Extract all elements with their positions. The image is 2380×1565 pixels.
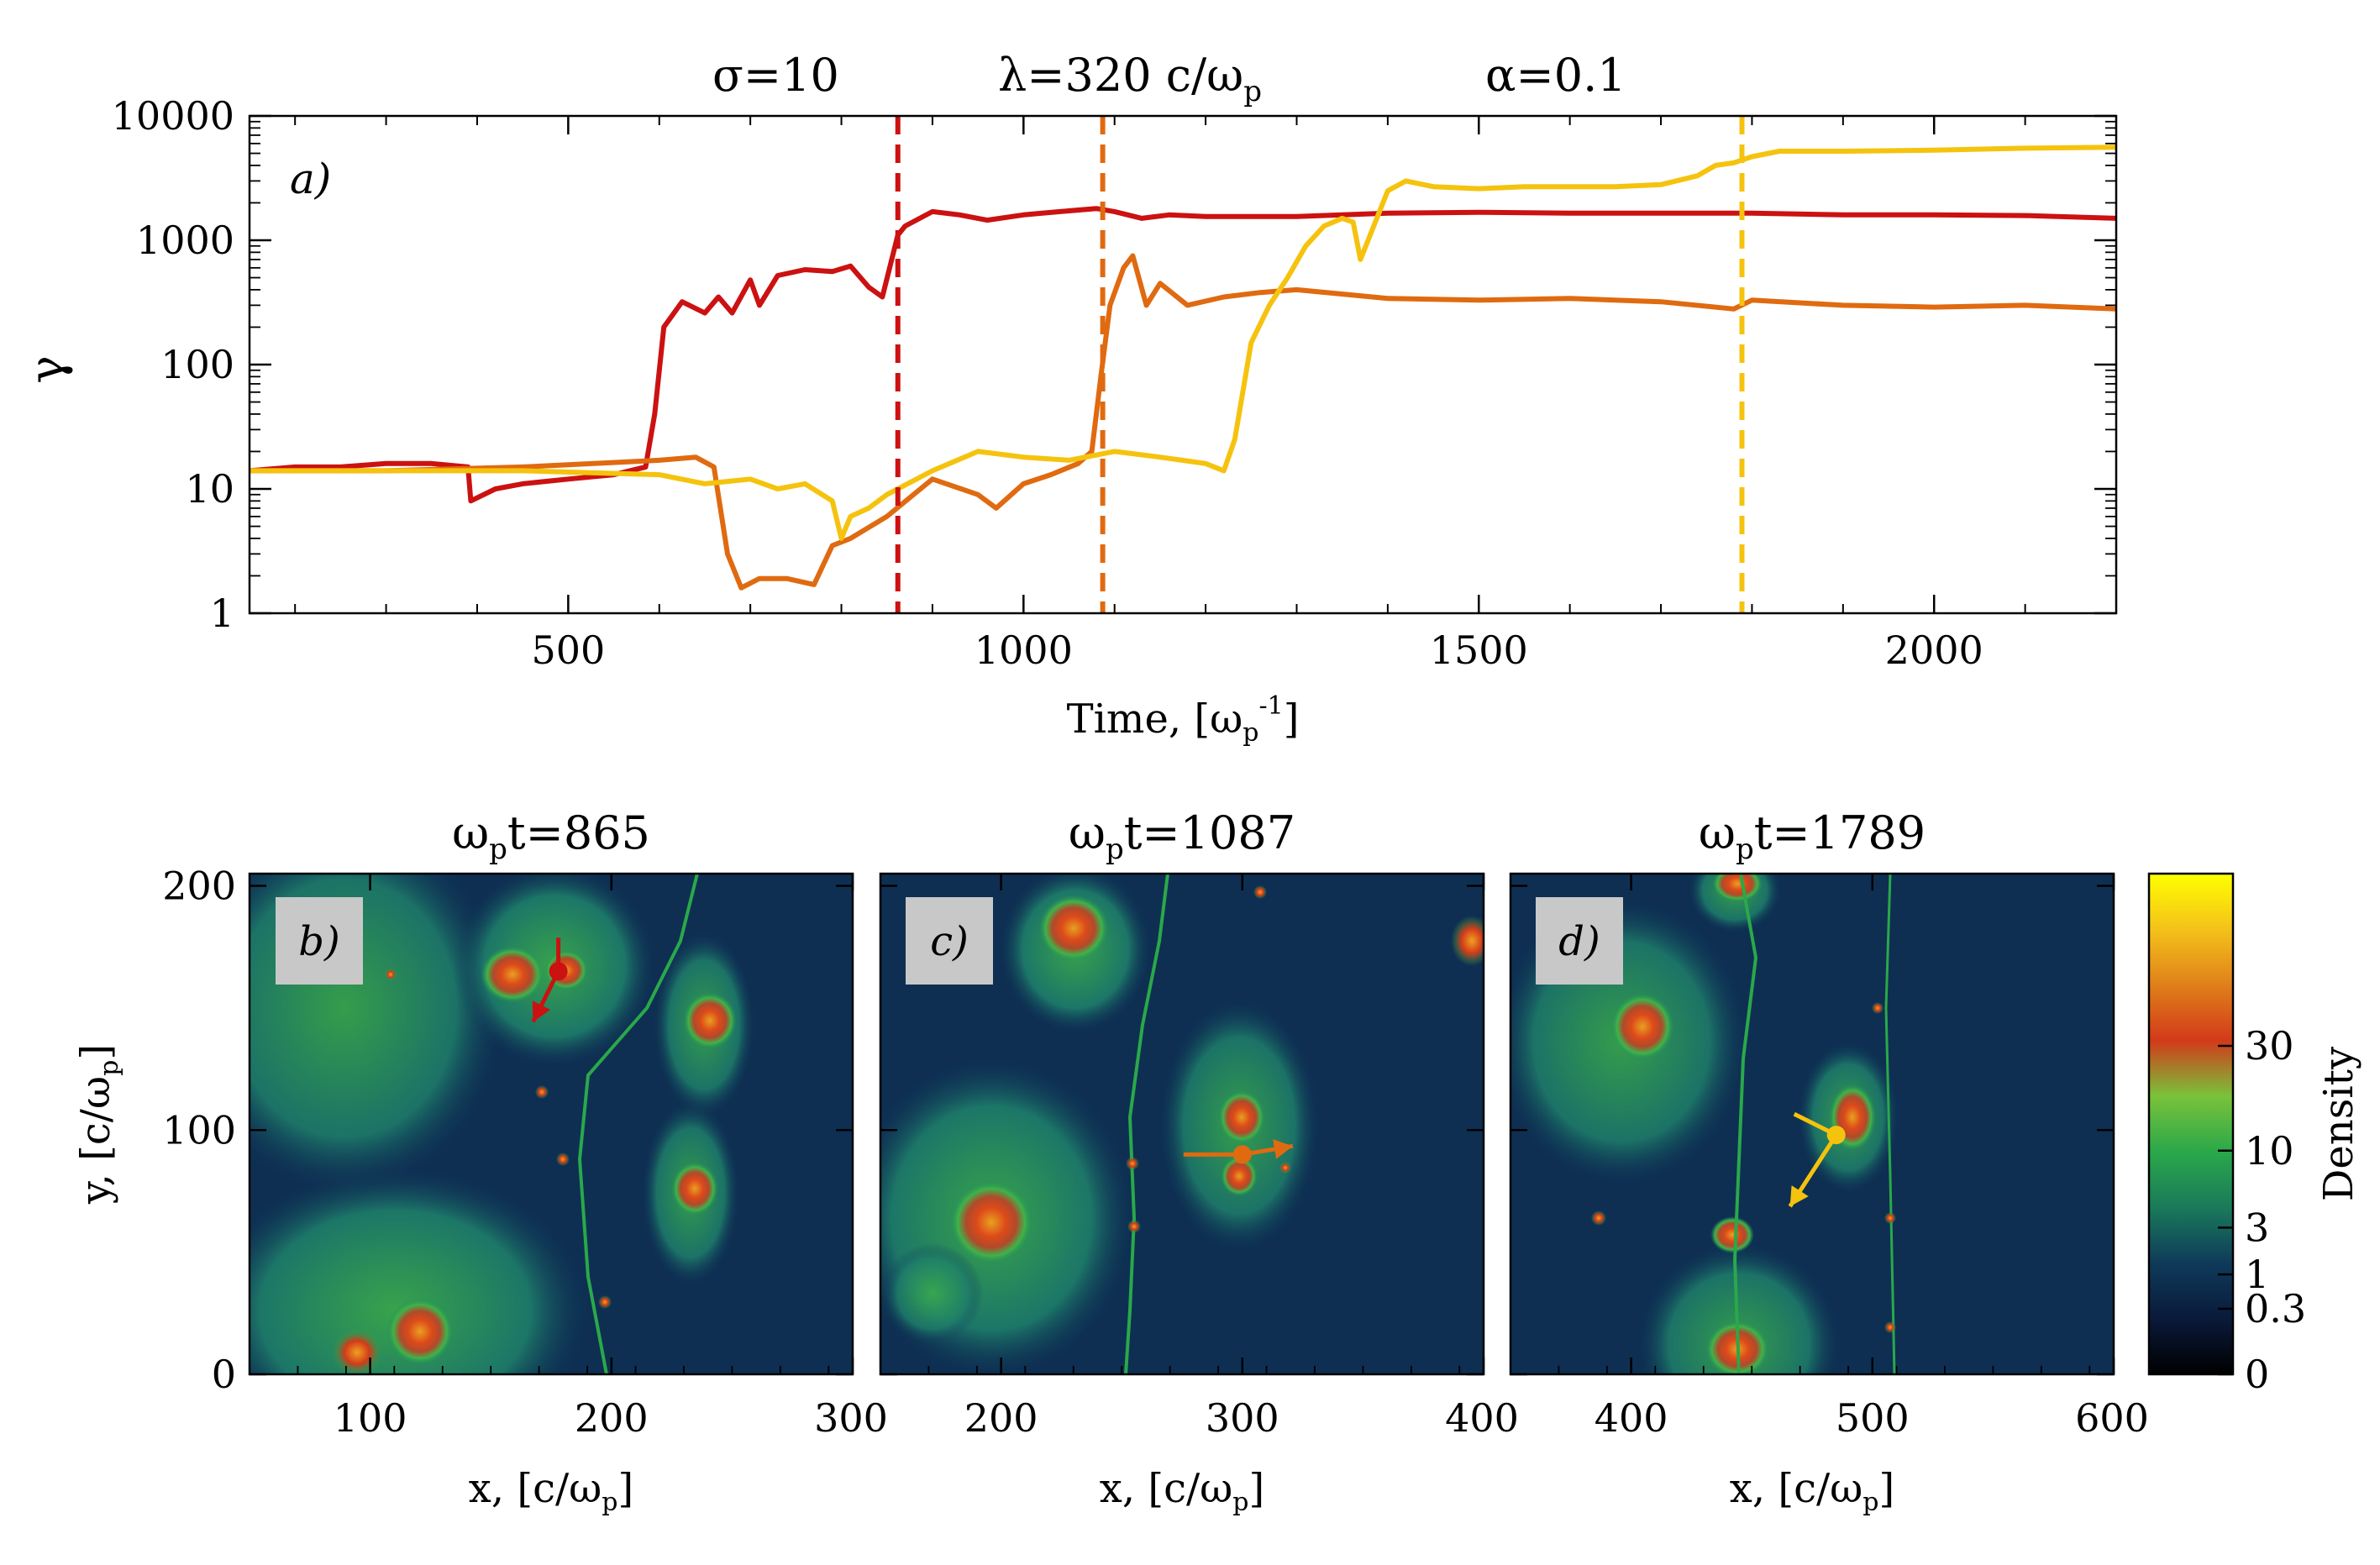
panel-c-title: ωpt=1087 [1069,806,1295,866]
density-map-d: ωpt=1789 d) 400 500 600 x, [c/ωp] [1509,806,2149,1517]
panel-b-y-label: y, [c/ωp] [72,1044,124,1205]
title-alpha: α=0.1 [1485,49,1626,102]
colorbar-label: Density [2315,1047,2362,1201]
colorbar-tick-label: 1 [2245,1252,2269,1297]
density-map-c: ωpt=1087 c) 200 300 400 x, [c/ωp] [879,806,1519,1517]
x-tick-label: 200 [964,1395,1038,1441]
x-tick-label: 500 [1836,1395,1910,1441]
density-colorbar: 0 0.313 10 30 Density [2147,872,2362,1397]
colorbar-tick-label: 30 [2245,1023,2294,1069]
particle-marker [1232,1145,1252,1164]
series-line-2 [250,144,2116,541]
x-tick-label: 200 [575,1395,649,1441]
x-tick-label: 1000 [975,628,1073,673]
x-tick-label: 600 [2075,1395,2149,1441]
y-tick-label: 100 [160,342,234,387]
arrow-head [1273,1139,1293,1159]
panel-c-x-label: x, [c/ωp] [1100,1465,1264,1517]
colorbar-tick-label: 0 [2245,1352,2269,1397]
panel-a-label: a) [290,155,331,203]
y-tick-label: 10000 [112,93,234,139]
panel-b-label-box [276,897,363,985]
y-tick-label: 100 [162,1107,236,1153]
colorbar-gradient [2147,872,2235,1376]
panel-d-x-label: x, [c/ωp] [1730,1465,1894,1517]
panel-d-title: ωpt=1789 [1699,806,1926,866]
panel-c-label-box [906,897,993,985]
y-tick-label: 10 [185,466,234,512]
arrow-head [532,1000,551,1022]
x-tick-label: 2000 [1885,628,1983,673]
y-tick-label: 1000 [136,218,234,263]
panel-b-frame [248,872,854,1376]
series-line-0 [250,206,2116,504]
arrow-head [1789,1185,1809,1207]
colorbar-tick-label: 0.3 [2245,1286,2306,1331]
x-tick-label: 300 [814,1395,888,1441]
particle-marker [549,962,568,981]
series-line-1 [250,253,2116,591]
title-lambda: λ=320 c/ωp [998,49,1262,108]
panel-a-frame [248,114,2118,615]
x-tick-label: 300 [1206,1395,1279,1441]
panel-b-x-label: x, [c/ωp] [469,1465,633,1517]
panel-b-title: ωpt=865 [452,806,650,866]
particle-marker [1826,1126,1846,1145]
panel-b-label: b) [298,918,339,965]
panel-d-label-box [1536,897,1623,985]
title-sigma: σ=10 [712,49,839,102]
panel-d-frame [1509,872,2115,1376]
x-tick-label: 1500 [1430,628,1528,673]
y-axis-label: γ [20,355,75,383]
x-axis-label: Time, [ωp-1] [1067,691,1300,748]
y-tick-label: 1 [210,591,234,636]
x-tick-label: 400 [1445,1395,1519,1441]
panel-d-label: d) [1558,918,1600,965]
x-tick-label: 100 [334,1395,407,1441]
colorbar-tick-label: 10 [2245,1128,2294,1174]
x-tick-label: 400 [1595,1395,1668,1441]
x-tick-label: 500 [531,628,605,673]
gamma-time-chart: σ=10 λ=320 c/ωp α=0.1 500 1000 1500 2000 1 10… [20,49,2118,748]
y-tick-label: 0 [212,1352,236,1397]
y-tick-label: 200 [162,864,236,909]
panel-c-frame [879,872,1485,1376]
panel-c-label: c) [930,918,969,965]
colorbar-tick-label: 3 [2245,1205,2269,1250]
